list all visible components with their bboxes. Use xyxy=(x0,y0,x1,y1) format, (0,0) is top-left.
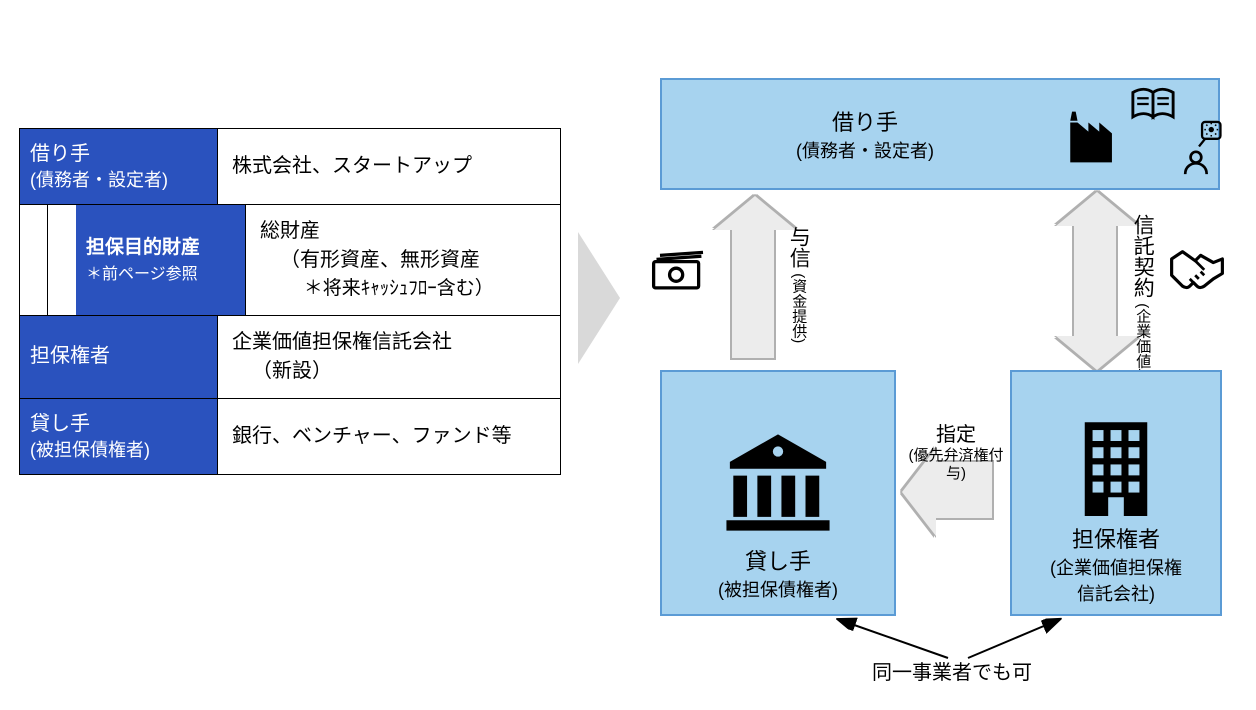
relationship-diagram: 借り手 (債務者・設定者) xyxy=(640,60,1240,670)
same-entity-arrows xyxy=(640,60,1240,680)
value-line3: ＊将来ｷｬｯｼｭﾌﾛｰ含む） xyxy=(260,275,546,303)
table-row: 担保目的財産 ＊前ページ参照 総財産 （有形資産、無形資産 ＊将来ｷｬｯｼｭﾌﾛ… xyxy=(20,205,560,316)
header-sub: (債務者・設定者) xyxy=(30,168,207,192)
row-header-borrower: 借り手 (債務者・設定者) xyxy=(20,129,218,204)
header-note: ＊前ページ参照 xyxy=(86,264,235,286)
value-text: 株式会社、スタートアップ xyxy=(232,152,546,181)
header-title: 担保目的財産 xyxy=(86,235,235,261)
header-title: 担保権者 xyxy=(30,343,207,370)
row-value: 総財産 （有形資産、無形資産 ＊将来ｷｬｯｼｭﾌﾛｰ含む） xyxy=(246,205,560,315)
row-value: 株式会社、スタートアップ xyxy=(218,129,560,204)
table-row: 担保権者 企業価値担保権信託会社 （新設） xyxy=(20,316,560,399)
table-row: 貸し手 (被担保債権者) 銀行、ベンチャー、ファンド等 xyxy=(20,399,560,474)
table-row: 借り手 (債務者・設定者) 株式会社、スタートアップ xyxy=(20,129,560,205)
chevron-right-icon xyxy=(578,232,620,364)
row-header-lender: 貸し手 (被担保債権者) xyxy=(20,399,218,474)
definitions-table: 借り手 (債務者・設定者) 株式会社、スタートアップ 担保目的財産 ＊前ページ参… xyxy=(19,128,561,475)
header-title: 貸し手 xyxy=(30,411,207,438)
indent-spacer xyxy=(20,205,48,315)
row-header-collateral: 担保目的財産 ＊前ページ参照 xyxy=(76,205,246,315)
value-line1: 総財産 xyxy=(260,217,546,246)
header-title: 借り手 xyxy=(30,141,207,168)
row-header-secured-party: 担保権者 xyxy=(20,316,218,398)
header-sub: (被担保債権者) xyxy=(30,438,207,462)
value-text: 銀行、ベンチャー、ファンド等 xyxy=(232,422,546,451)
value-line1: 企業価値担保権信託会社 xyxy=(232,328,546,357)
footer-note: 同一事業者でも可 xyxy=(872,656,1032,685)
row-value: 銀行、ベンチャー、ファンド等 xyxy=(218,399,560,474)
row-value: 企業価値担保権信託会社 （新設） xyxy=(218,316,560,398)
value-line2: （有形資産、無形資産 xyxy=(260,246,546,275)
value-line2: （新設） xyxy=(232,357,546,386)
